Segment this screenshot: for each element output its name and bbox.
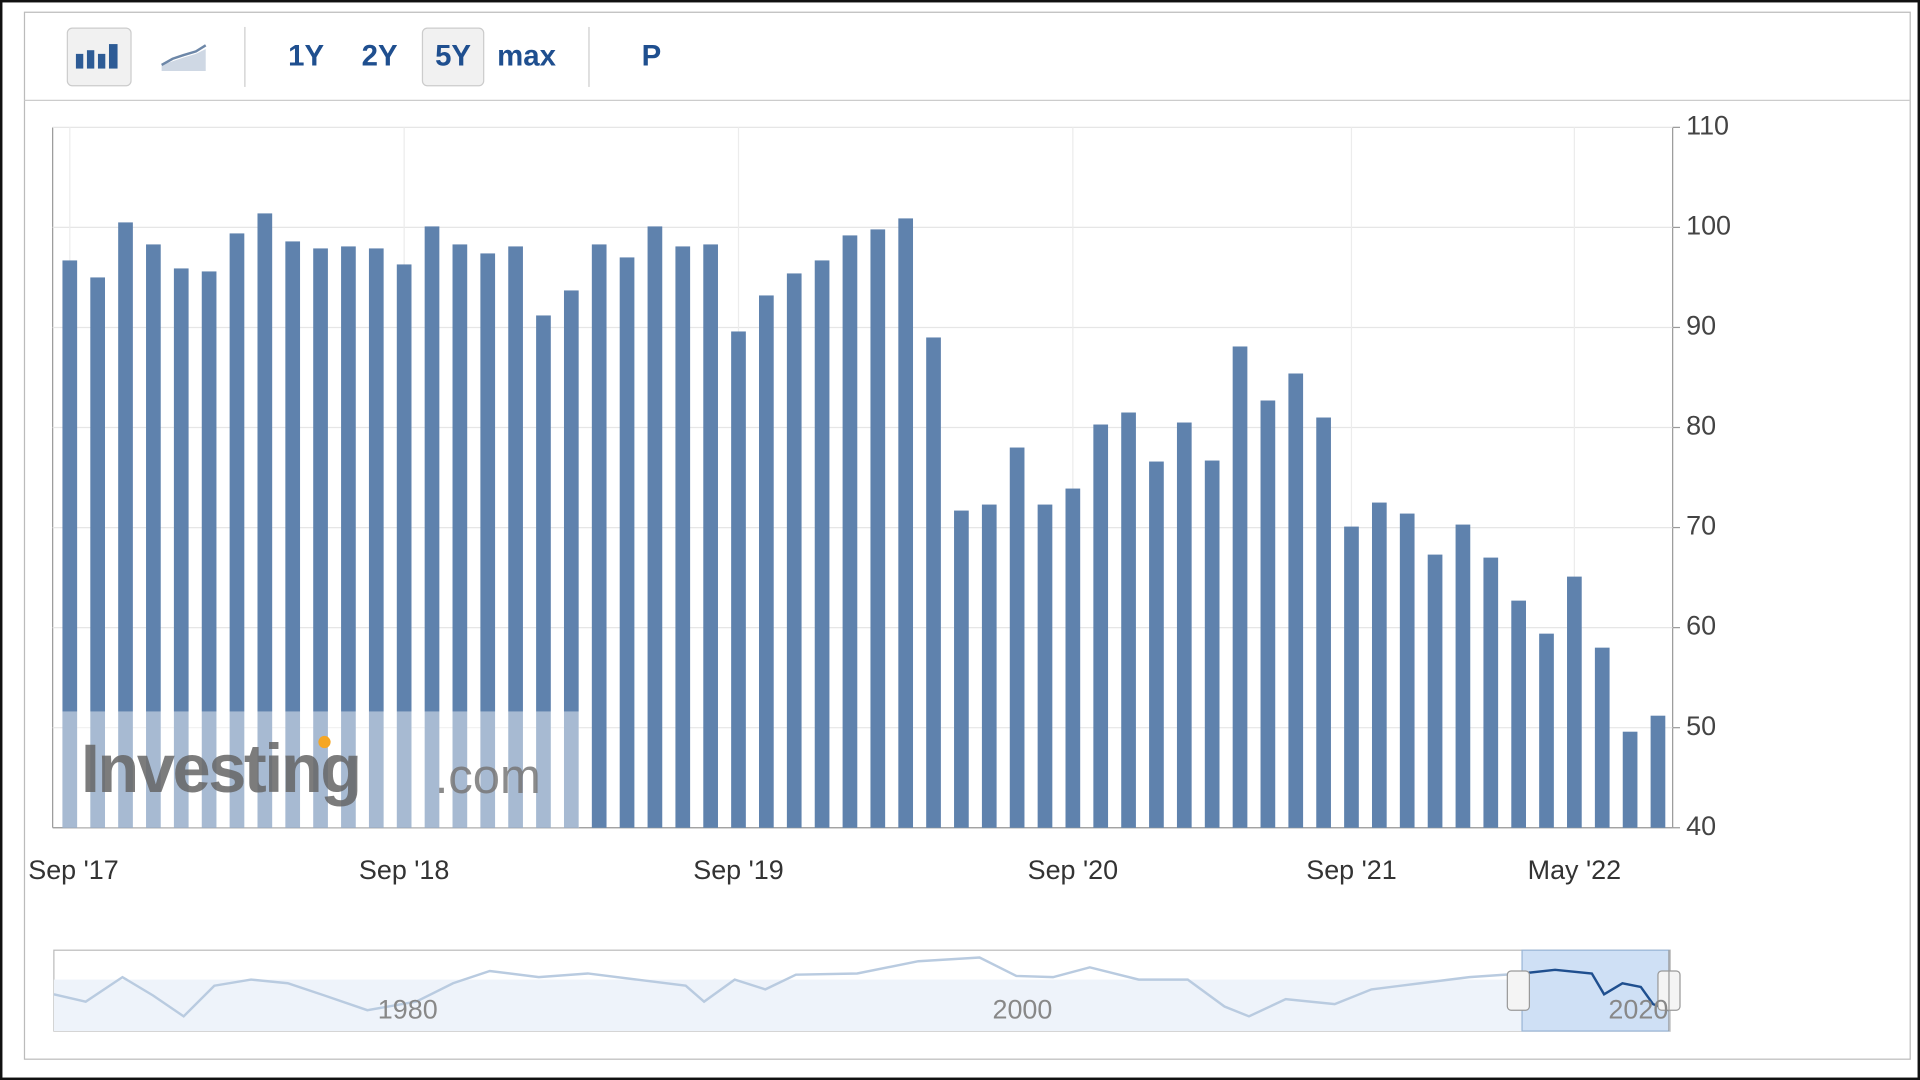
bar — [1455, 524, 1471, 828]
active-button-box — [421, 27, 485, 87]
bar — [731, 331, 746, 828]
bar — [1232, 346, 1248, 828]
bar — [229, 233, 245, 828]
range-button[interactable]: P — [642, 39, 662, 72]
range-button-label: P — [642, 39, 662, 72]
y-tick-label: 40 — [1686, 811, 1716, 841]
range-button-label: 1Y — [288, 39, 324, 72]
y-tick-label: 100 — [1686, 211, 1731, 241]
bar — [786, 273, 802, 828]
range-button[interactable]: 5Y — [421, 27, 485, 87]
bar — [1288, 373, 1304, 828]
range-button-label: 2Y — [362, 39, 398, 72]
bar — [1399, 513, 1415, 828]
bar — [368, 248, 384, 828]
x-tick-label: Sep '20 — [1028, 855, 1118, 885]
bar — [424, 226, 440, 828]
bar — [257, 213, 273, 828]
bar — [870, 229, 886, 828]
navigator-label: 2020 — [1608, 995, 1668, 1025]
bar — [1483, 557, 1499, 828]
bar-icon — [75, 44, 118, 69]
bar — [1037, 504, 1053, 828]
bar — [118, 222, 133, 828]
bar — [675, 246, 691, 828]
bar — [1567, 576, 1582, 828]
bar — [1149, 461, 1164, 828]
bar — [1371, 502, 1387, 828]
bar — [396, 264, 412, 828]
bar — [452, 244, 468, 828]
range-button[interactable]: max — [497, 39, 556, 72]
range-button[interactable]: 1Y — [288, 39, 324, 72]
range-button-label: max — [497, 39, 556, 72]
bar — [591, 244, 607, 828]
bar — [1650, 715, 1666, 828]
y-tick-label: 70 — [1686, 511, 1716, 541]
y-tick-label: 50 — [1686, 711, 1716, 741]
bar — [647, 226, 663, 828]
bar — [173, 268, 189, 828]
bar — [1622, 731, 1638, 828]
bar — [563, 290, 579, 828]
bar — [201, 271, 217, 828]
x-tick-label: Sep '18 — [359, 855, 449, 885]
bar — [1260, 400, 1276, 828]
range-button-label: 5Y — [435, 39, 471, 72]
bar — [1009, 447, 1025, 828]
bar — [926, 337, 941, 828]
bar — [814, 260, 830, 828]
bar — [1204, 460, 1220, 828]
x-tick-label: Sep '19 — [693, 855, 783, 885]
x-tick-label: May '22 — [1528, 855, 1621, 885]
bar — [1065, 488, 1081, 828]
navigator-label: 2000 — [992, 995, 1052, 1025]
x-tick-label: Sep '17 — [28, 855, 118, 885]
bar — [703, 244, 718, 828]
y-tick-label: 90 — [1686, 311, 1716, 341]
bar — [285, 241, 301, 828]
bar — [1121, 412, 1136, 828]
bar — [536, 315, 551, 828]
bar — [508, 246, 523, 828]
watermark-brand: Investing — [81, 730, 360, 807]
bar — [1594, 647, 1610, 828]
bar — [898, 218, 914, 828]
bar — [842, 235, 858, 828]
bar — [1511, 600, 1526, 828]
bar — [1344, 526, 1359, 828]
bar — [146, 244, 161, 828]
bar — [619, 257, 635, 828]
navigator[interactable] — [53, 949, 1681, 1032]
line-chart-button[interactable] — [154, 28, 213, 86]
y-tick-label: 80 — [1686, 411, 1716, 441]
x-tick-label: Sep '21 — [1306, 855, 1396, 885]
bar — [1316, 417, 1331, 828]
bar — [1093, 424, 1109, 828]
bar — [981, 504, 997, 828]
bar — [954, 510, 969, 828]
y-tick-label: 110 — [1686, 110, 1729, 140]
bar — [313, 248, 328, 828]
bar — [1539, 633, 1554, 828]
range-button[interactable]: 2Y — [362, 39, 398, 72]
watermark: Investing .com — [62, 711, 580, 828]
bar — [480, 253, 496, 828]
bar — [759, 295, 774, 828]
navigator-label: 1980 — [378, 995, 438, 1025]
watermark-suffix: .com — [435, 750, 541, 804]
y-tick-label: 60 — [1686, 611, 1716, 641]
bar — [1427, 554, 1443, 828]
bar — [90, 277, 106, 828]
bar — [341, 246, 356, 828]
bar — [62, 260, 78, 828]
bar — [1176, 422, 1192, 828]
